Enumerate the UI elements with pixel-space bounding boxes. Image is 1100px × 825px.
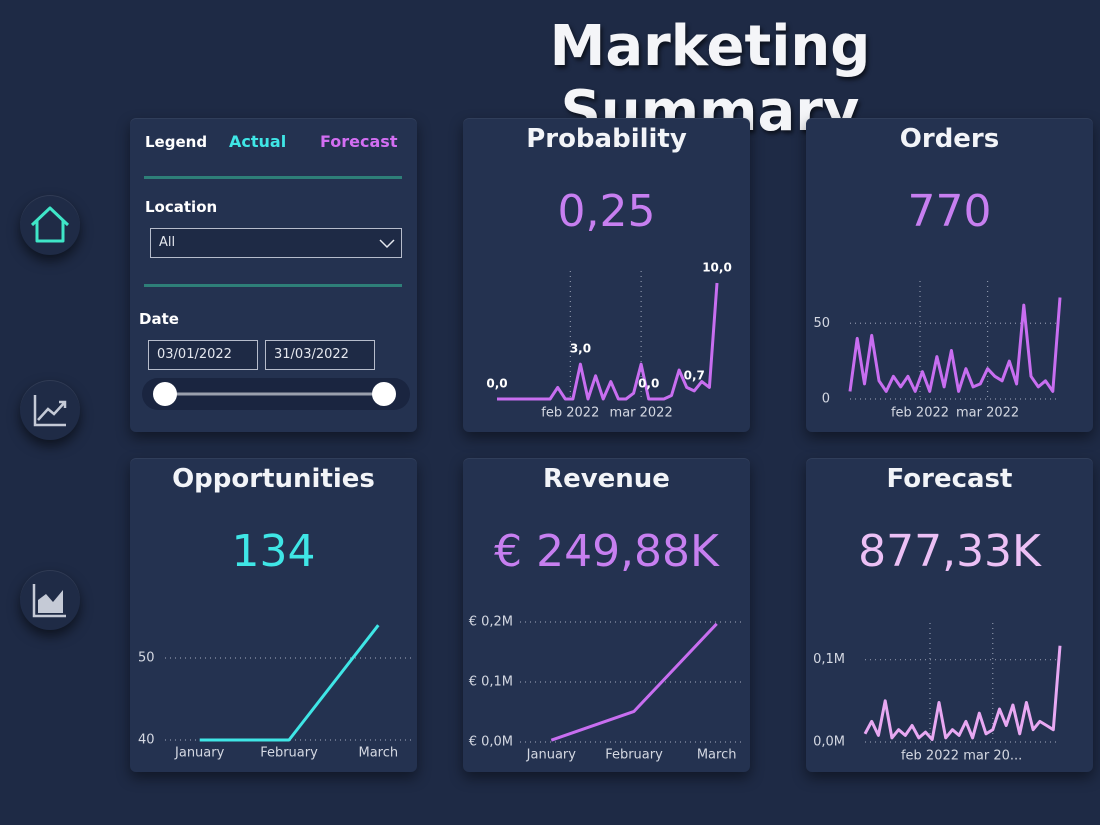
date-end: 31/03/2022 [274, 347, 349, 362]
kpi-value: € 249,88K [494, 526, 719, 577]
trend-icon [33, 395, 67, 427]
chart-card: Opportunities 134 [130, 458, 417, 772]
chart-card: Revenue € 249,88K [463, 458, 750, 772]
kpi-value: 877,33K [858, 526, 1041, 577]
area-button[interactable] [20, 570, 80, 630]
home-button[interactable] [20, 195, 80, 255]
filter-panel: Legend Actual Forecast Location All Date… [130, 118, 417, 432]
legend-actual: Actual [229, 132, 287, 151]
card-title: Orders [899, 124, 1000, 154]
date-start-input[interactable]: 03/01/2022 [148, 340, 258, 370]
location-value: All [159, 235, 176, 250]
kpi-value: 0,25 [557, 186, 656, 237]
date-label: Date [139, 310, 179, 328]
home-icon [30, 206, 70, 243]
date-end-input[interactable]: 31/03/2022 [265, 340, 375, 370]
divider [144, 284, 402, 287]
area-icon [32, 584, 66, 618]
page-title: Marketing Summary [549, 14, 871, 144]
card-title: Forecast [886, 464, 1013, 494]
trend-button[interactable] [20, 380, 80, 440]
location-dropdown[interactable]: All [150, 228, 402, 258]
card-title: Probability [526, 124, 687, 154]
chart-card: Forecast 877,33K [806, 458, 1093, 772]
date-start: 03/01/2022 [157, 347, 232, 362]
legend-forecast: Forecast [320, 132, 398, 151]
chart-card: Probability 0,25 [463, 118, 750, 432]
slider-handle[interactable] [153, 382, 177, 406]
date-slider [142, 378, 410, 410]
chart-card: Orders 770 [806, 118, 1093, 432]
dropdown-arrow [379, 239, 395, 249]
kpi-value: 770 [907, 186, 992, 237]
legend-label: Legend [145, 133, 208, 151]
location-label: Location [145, 198, 218, 216]
divider [144, 176, 402, 179]
kpi-value: 134 [231, 526, 316, 577]
card-title: Revenue [543, 464, 670, 494]
card-title: Opportunities [172, 464, 375, 494]
slider-handle[interactable] [372, 382, 396, 406]
